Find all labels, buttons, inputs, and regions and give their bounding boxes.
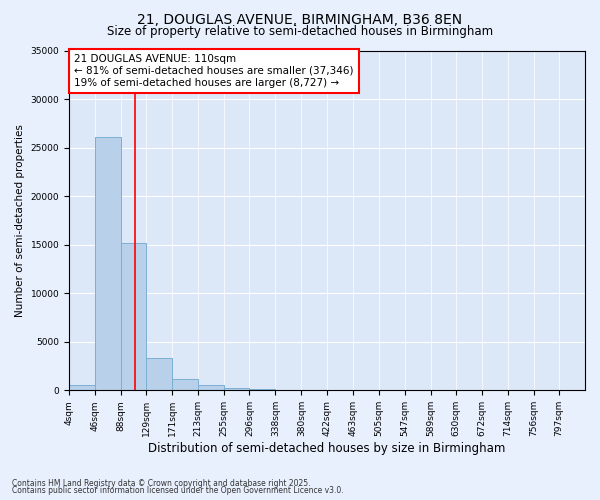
Text: Contains HM Land Registry data © Crown copyright and database right 2025.: Contains HM Land Registry data © Crown c…	[12, 478, 311, 488]
Bar	[69, 386, 95, 390]
Text: Size of property relative to semi-detached houses in Birmingham: Size of property relative to semi-detach…	[107, 25, 493, 38]
Bar	[95, 138, 121, 390]
Y-axis label: Number of semi-detached properties: Number of semi-detached properties	[15, 124, 25, 317]
Bar	[121, 243, 146, 390]
X-axis label: Distribution of semi-detached houses by size in Birmingham: Distribution of semi-detached houses by …	[148, 442, 506, 455]
Text: 21, DOUGLAS AVENUE, BIRMINGHAM, B36 8EN: 21, DOUGLAS AVENUE, BIRMINGHAM, B36 8EN	[137, 12, 463, 26]
Text: 21 DOUGLAS AVENUE: 110sqm
← 81% of semi-detached houses are smaller (37,346)
19%: 21 DOUGLAS AVENUE: 110sqm ← 81% of semi-…	[74, 54, 353, 88]
Bar	[146, 358, 172, 390]
Bar	[172, 378, 198, 390]
Bar	[198, 386, 224, 390]
Bar	[224, 388, 250, 390]
Text: Contains public sector information licensed under the Open Government Licence v3: Contains public sector information licen…	[12, 486, 344, 495]
